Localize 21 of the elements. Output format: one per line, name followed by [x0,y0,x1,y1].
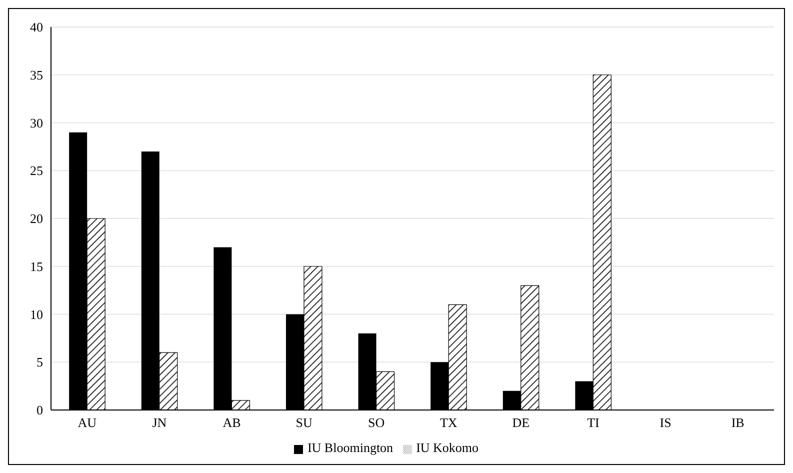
y-tick-label: 15 [30,258,43,274]
y-tick-label: 30 [30,115,43,130]
x-tick-label: IB [731,415,745,430]
x-tick-label: TX [440,415,458,430]
x-tick-label: SU [296,415,313,430]
x-tick-label: AU [78,415,98,430]
y-tick-label: 25 [30,163,43,178]
legend-label: IU Kokomo [416,440,479,455]
y-tick-label: 10 [30,306,43,322]
legend-label: IU Bloomington [307,440,394,455]
x-tick-label: SO [368,415,385,430]
y-tick-label: 20 [30,211,43,226]
x-tick-label: DE [512,415,530,430]
x-tick-label: JN [152,415,168,430]
y-tick-label: 0 [36,402,43,418]
y-tick-label: 40 [30,20,43,35]
y-tick-label: 35 [30,67,43,82]
y-tick-label: 5 [36,354,43,370]
x-tick-label: AB [222,415,242,430]
x-tick-label: IS [660,415,672,430]
x-tick-label: TI [587,415,600,430]
